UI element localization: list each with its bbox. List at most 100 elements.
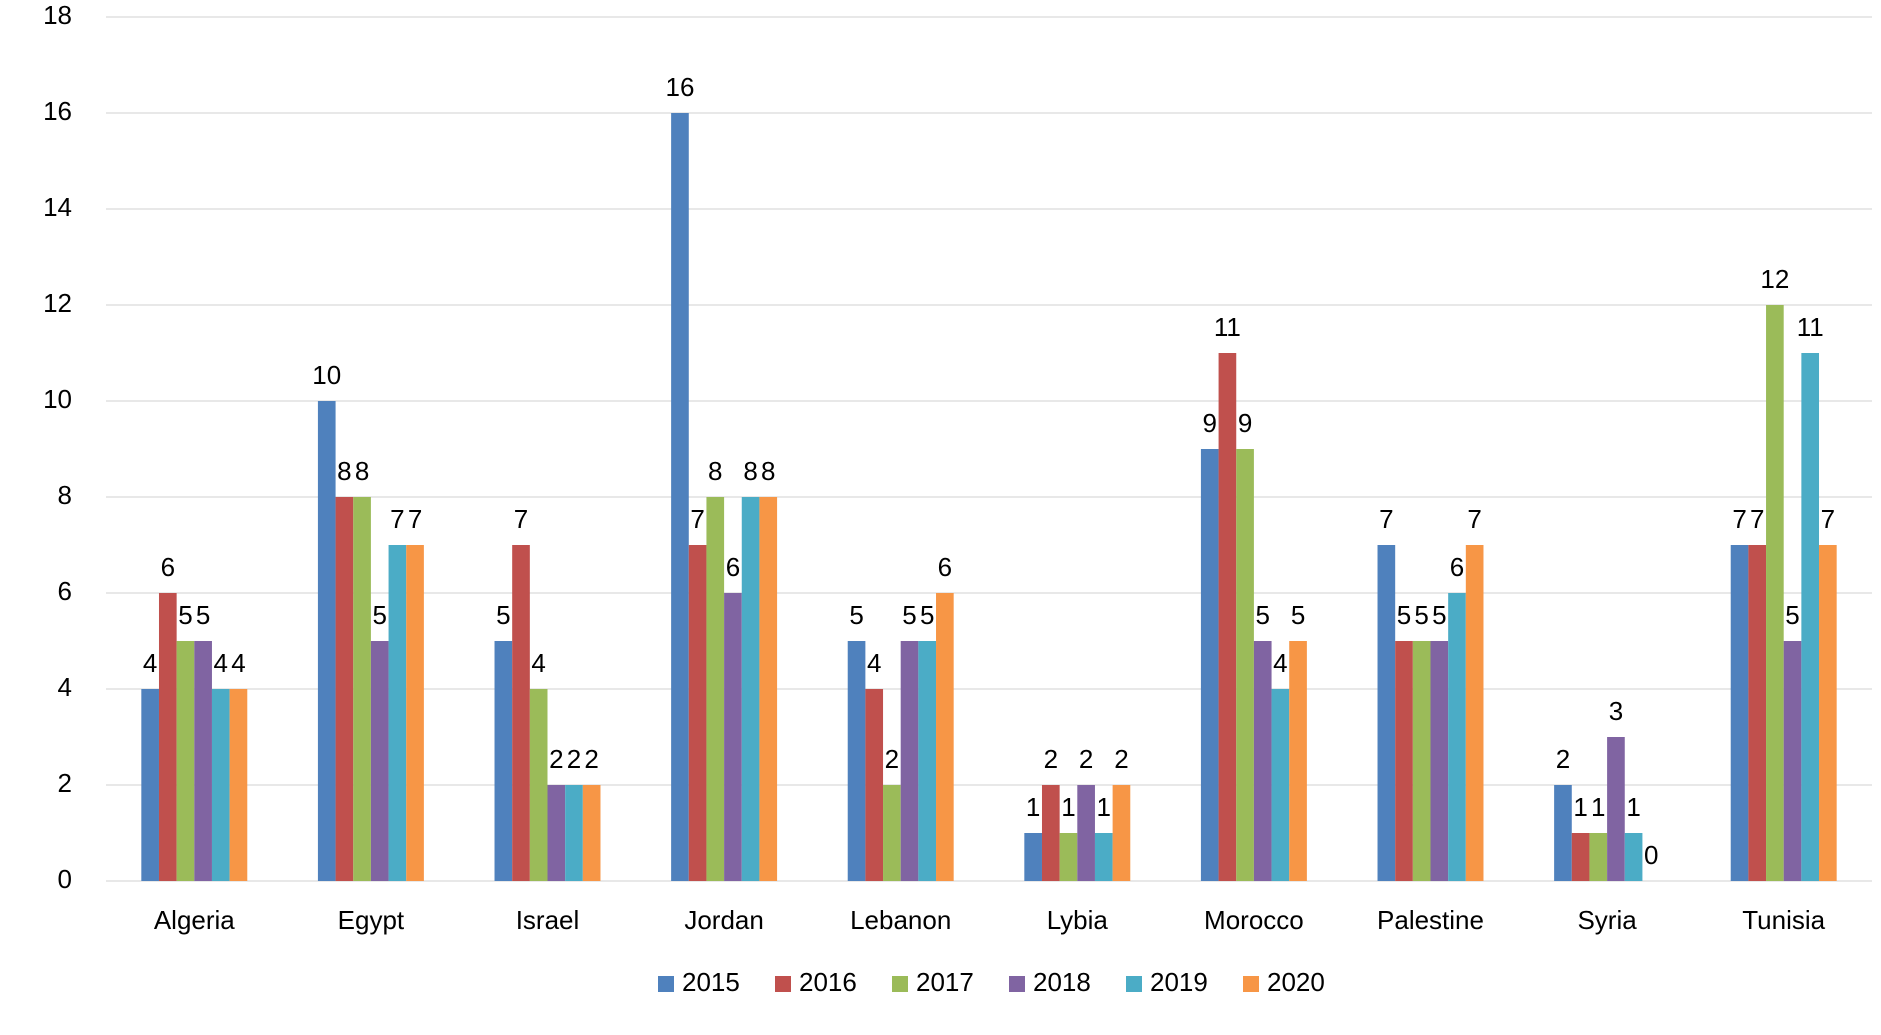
data-label: 2	[567, 744, 581, 774]
y-tick-label: 12	[43, 288, 72, 318]
y-tick-label: 2	[58, 768, 72, 798]
data-label: 0	[1644, 840, 1658, 870]
bar	[211, 689, 230, 881]
data-label: 2	[549, 744, 563, 774]
bar	[671, 113, 689, 881]
x-tick-label: Egypt	[338, 905, 405, 935]
bar	[936, 593, 954, 881]
data-label: 2	[1044, 744, 1058, 774]
bar	[1624, 833, 1643, 881]
bar	[1730, 545, 1749, 881]
data-label: 10	[312, 360, 341, 390]
data-label: 11	[1797, 312, 1824, 342]
bar	[1024, 833, 1042, 881]
data-label: 1	[1626, 792, 1640, 822]
y-tick-label: 14	[43, 192, 72, 222]
bar	[759, 497, 778, 881]
data-label: 6	[938, 552, 952, 582]
bar	[512, 545, 530, 881]
data-label: 5	[196, 600, 210, 630]
bar	[1589, 833, 1608, 881]
x-tick-label: Lebanon	[850, 905, 951, 935]
bar	[1783, 641, 1802, 881]
bar	[1748, 545, 1767, 881]
legend-label: 2018	[1033, 967, 1091, 997]
data-label: 4	[231, 648, 245, 678]
data-label: 5	[849, 600, 863, 630]
data-label: 5	[1785, 600, 1799, 630]
y-tick-label: 0	[58, 864, 72, 894]
data-label: 4	[1273, 648, 1287, 678]
data-label: 5	[1255, 600, 1269, 630]
bar	[388, 545, 407, 881]
bar	[1200, 449, 1219, 881]
data-label: 7	[408, 504, 422, 534]
data-label: 2	[885, 744, 899, 774]
bar	[194, 641, 212, 881]
data-label: 7	[1750, 504, 1764, 534]
bar	[547, 785, 566, 881]
y-tick-label: 16	[43, 96, 72, 126]
bar	[688, 545, 707, 881]
x-tick-label: Jordan	[684, 905, 764, 935]
bar	[1112, 785, 1131, 881]
data-label: 5	[1432, 600, 1446, 630]
bar	[406, 545, 424, 881]
x-tick-label: Lybia	[1047, 905, 1109, 935]
bar	[1271, 689, 1290, 881]
bar	[1218, 353, 1237, 881]
bar	[706, 497, 725, 881]
data-label: 11	[1214, 312, 1241, 342]
legend-swatch	[1009, 976, 1025, 992]
legend-swatch	[1243, 976, 1259, 992]
bar	[1059, 833, 1078, 881]
data-label: 7	[1732, 504, 1746, 534]
bar	[1801, 353, 1820, 881]
x-tick-label: Syria	[1577, 905, 1637, 935]
bar	[1041, 785, 1060, 881]
legend-label: 2017	[916, 967, 974, 997]
bar	[1607, 737, 1625, 881]
bar	[1430, 641, 1449, 881]
legend-swatch	[775, 976, 791, 992]
y-tick-label: 4	[58, 672, 72, 702]
data-label: 5	[902, 600, 916, 630]
data-label: 12	[1760, 264, 1789, 294]
bar	[353, 497, 371, 881]
data-label: 8	[355, 456, 369, 486]
bar	[1412, 641, 1431, 881]
bar	[1766, 305, 1784, 881]
bar	[370, 641, 389, 881]
bar	[1377, 545, 1396, 881]
data-label: 5	[1414, 600, 1428, 630]
data-label: 7	[1467, 504, 1481, 534]
bar	[724, 593, 742, 881]
data-label: 2	[1556, 744, 1570, 774]
data-label: 8	[761, 456, 775, 486]
bar	[158, 593, 177, 881]
data-label: 1	[1573, 792, 1587, 822]
bar	[1094, 833, 1113, 881]
y-tick-label: 8	[58, 480, 72, 510]
bar	[176, 641, 195, 881]
bar	[1253, 641, 1272, 881]
legend-swatch	[658, 976, 674, 992]
bar	[865, 689, 884, 881]
data-label: 5	[496, 600, 510, 630]
data-label: 3	[1609, 696, 1623, 726]
bar	[229, 689, 248, 881]
legend-label: 2020	[1267, 967, 1325, 997]
bar	[1395, 641, 1413, 881]
data-label: 4	[143, 648, 157, 678]
bar	[141, 689, 159, 881]
data-label: 7	[390, 504, 404, 534]
bar	[883, 785, 901, 881]
bar	[529, 689, 548, 881]
data-label: 4	[214, 648, 228, 678]
data-label: 1	[1026, 792, 1040, 822]
data-label: 8	[337, 456, 351, 486]
data-label: 1	[1061, 792, 1075, 822]
data-label: 5	[178, 600, 192, 630]
data-label: 6	[1450, 552, 1464, 582]
